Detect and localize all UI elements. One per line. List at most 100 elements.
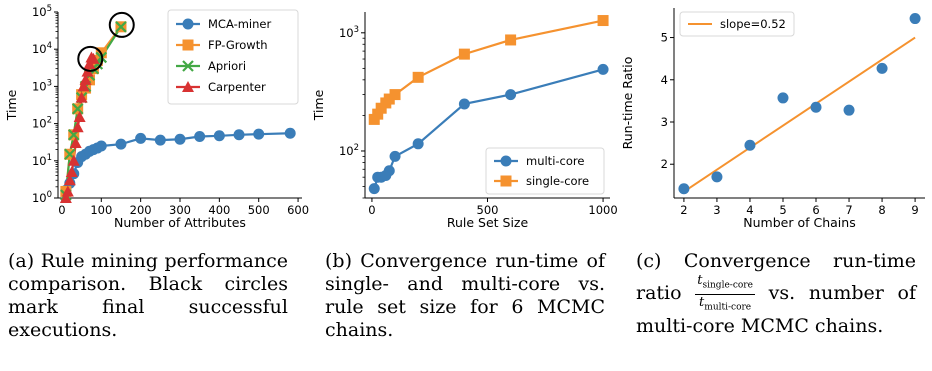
point-carpenter	[65, 165, 78, 177]
legend-marker	[500, 155, 512, 167]
x-tick-label: 2	[680, 203, 687, 217]
y-tick-label: 103	[32, 78, 52, 93]
caption-b-label: (b)	[325, 250, 352, 272]
x-tick-label: 4	[746, 203, 753, 217]
point-mca-miner	[213, 130, 225, 142]
ratio-num: t	[697, 273, 703, 288]
caption-c: (c) Convergence run-time ratio tsingle-c…	[636, 250, 916, 338]
y-tick-label: 101	[32, 153, 52, 168]
y-tick-label: 3	[661, 115, 668, 129]
x-tick-label: 5	[779, 203, 786, 217]
point-apriori	[71, 103, 84, 115]
highlight-circle	[108, 11, 135, 38]
x-tick-label: 300	[169, 203, 191, 217]
point-multi-core	[458, 98, 470, 110]
scatter-point	[843, 104, 855, 116]
x-axis-label: Number of Attributes	[114, 215, 246, 230]
x-tick-label: 3	[713, 203, 720, 217]
caption-c-text-after: vs. number of multi-core MCMC chains.	[636, 282, 917, 338]
y-tick-label: 103	[339, 25, 359, 40]
point-carpenter	[69, 137, 82, 149]
legend-marker	[182, 81, 194, 92]
ratio-den-sub: multi-core	[704, 302, 752, 313]
legend-marker	[182, 60, 194, 72]
y-tick-label: 104	[32, 41, 52, 56]
x-tick-label: 0	[368, 203, 375, 217]
ratio-num-sub: single-core	[702, 280, 753, 291]
point-mca-miner	[253, 128, 265, 140]
x-tick-label: 200	[130, 203, 152, 217]
y-axis-label: Time	[4, 89, 19, 121]
legend-marker	[500, 175, 512, 187]
point-carpenter	[87, 52, 100, 64]
point-multi-core	[389, 150, 401, 162]
legend-box	[167, 9, 299, 105]
caption-b: (b) Convergence run-time of single- and …	[325, 250, 605, 342]
caption-c-text: Convergence run-time ratio	[636, 250, 916, 305]
x-tick-label: 0	[58, 203, 65, 217]
point-multi-core	[383, 165, 395, 177]
point-multi-core	[368, 183, 380, 195]
chart-a: 0 100 200 300 400 500 600 100 101 102 103 104 105 Num…	[4, 4, 309, 230]
legend-marker	[182, 39, 194, 51]
caption-c-ratio: tsingle-core tmulti-core	[695, 273, 755, 315]
point-carpenter	[79, 73, 92, 85]
point-fp-growth	[83, 74, 95, 86]
legend-marker	[182, 18, 194, 30]
point-single-core	[597, 15, 609, 27]
y-tick-label: 105	[32, 4, 52, 19]
point-carpenter	[73, 111, 86, 123]
point-mca-miner	[135, 132, 147, 144]
point-carpenter	[75, 91, 88, 103]
scatter-point	[744, 139, 756, 151]
y-tick-label: 102	[32, 116, 52, 131]
x-tick-label: 8	[878, 203, 885, 217]
point-mca-miner	[194, 131, 206, 143]
point-carpenter	[61, 185, 74, 197]
legend-label: FP-Growth	[208, 38, 268, 52]
legend-label: multi-core	[526, 154, 584, 168]
point-multi-core	[505, 89, 517, 101]
point-carpenter	[71, 121, 84, 133]
point-mca-miner	[233, 129, 245, 141]
chart-b: 0 500 1000 102 103 Rule Set Size Time multi-cor…	[311, 12, 618, 230]
legend-label: Carpenter	[208, 80, 266, 94]
highlight-circle	[77, 45, 104, 72]
x-tick-label: 500	[248, 203, 270, 217]
x-tick-label: 6	[812, 203, 819, 217]
point-mca-miner	[154, 134, 166, 146]
y-tick-label: 102	[339, 143, 359, 158]
y-tick-label: 4	[661, 73, 668, 87]
point-single-core	[505, 34, 517, 46]
caption-a: (a) Rule mining performance comparison. …	[8, 250, 288, 342]
point-mca-miner	[284, 127, 296, 139]
legend-label: MCA-miner	[208, 17, 271, 31]
scatter-point	[810, 101, 822, 113]
point-single-core	[389, 89, 401, 101]
point-single-core	[372, 108, 384, 120]
x-tick-label: 400	[208, 203, 230, 217]
caption-a-text: Rule mining performance comparison. Blac…	[8, 250, 288, 341]
point-single-core	[412, 71, 424, 83]
y-tick-label: 100	[32, 190, 52, 205]
point-apriori	[115, 21, 127, 33]
scatter-point	[711, 171, 723, 183]
series-line-single-core	[373, 19, 604, 121]
point-carpenter	[77, 80, 90, 92]
caption-b-text: Convergence run-time of single- and mult…	[325, 250, 605, 341]
x-tick-label: 500	[477, 203, 499, 217]
point-mca-miner	[115, 138, 127, 150]
x-tick-label: 7	[845, 203, 852, 217]
legend-label: slope=0.52	[720, 17, 786, 31]
point-carpenter	[59, 192, 72, 203]
caption-a-label: (a)	[8, 250, 35, 272]
legend-label: Apriori	[208, 59, 246, 73]
y-axis-label: Time	[311, 89, 326, 121]
point-mca-miner	[95, 140, 107, 152]
legend-box	[485, 147, 605, 195]
point-multi-core	[597, 63, 609, 75]
point-multi-core	[412, 138, 424, 150]
x-tick-label: 600	[287, 203, 309, 217]
y-tick-label: 2	[661, 157, 668, 171]
